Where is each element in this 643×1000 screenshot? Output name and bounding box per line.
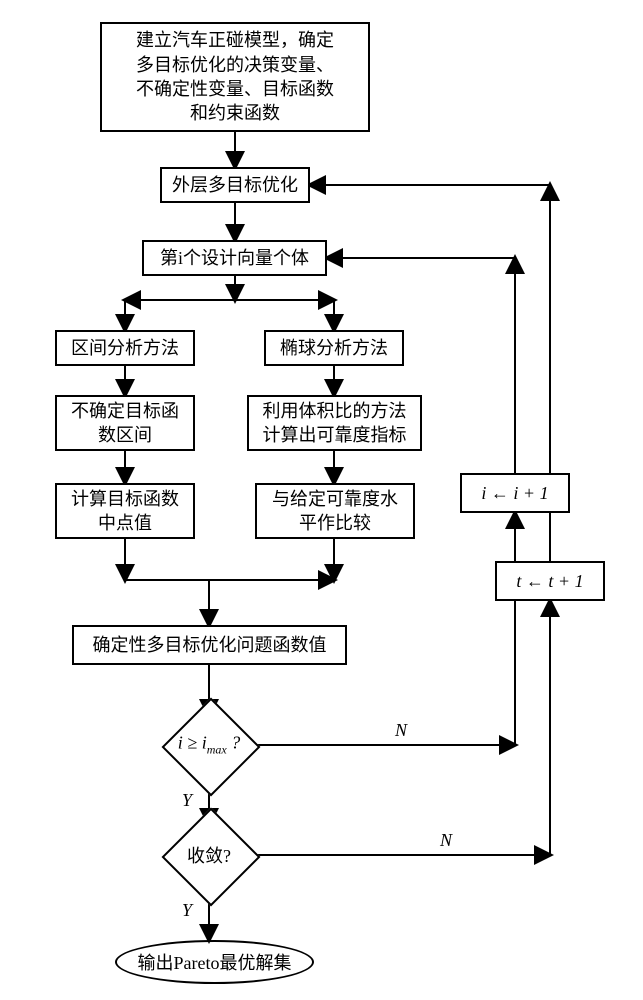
node-text: 第i个设计向量个体: [160, 246, 309, 270]
node-midpoint: 计算目标函数中点值: [55, 483, 195, 539]
node-design-vector: 第i个设计向量个体: [142, 240, 327, 276]
node-text: i ← i + 1: [481, 481, 548, 505]
node-increment-t: t ← t + 1: [495, 561, 605, 601]
decision-label: i ≥ imax ?: [178, 733, 240, 758]
node-text: 椭球分析方法: [280, 336, 388, 360]
node-output-pareto: 输出Pareto最优解集: [115, 940, 314, 984]
label-d2-no: N: [440, 830, 452, 851]
node-establish-model: 建立汽车正碰模型，确定多目标优化的决策变量、不确定性变量、目标函数和约束函数: [100, 22, 370, 132]
node-deterministic: 确定性多目标优化问题函数值: [72, 625, 347, 665]
node-volume-ratio: 利用体积比的方法计算出可靠度指标: [247, 395, 422, 451]
decision-converge: 收敛?: [176, 822, 242, 888]
node-text: 建立汽车正碰模型，确定多目标优化的决策变量、不确定性变量、目标函数和约束函数: [136, 28, 334, 125]
label-d2-yes: Y: [182, 900, 192, 921]
node-text: 区间分析方法: [71, 336, 179, 360]
node-ellipsoid-method: 椭球分析方法: [264, 330, 404, 366]
node-compare-reliability: 与给定可靠度水平作比较: [255, 483, 415, 539]
node-increment-i: i ← i + 1: [460, 473, 570, 513]
node-text: 计算目标函数中点值: [71, 487, 179, 536]
node-text: 输出Pareto最优解集: [138, 949, 292, 975]
decision-label: 收敛?: [187, 842, 231, 868]
node-text: 利用体积比的方法计算出可靠度指标: [263, 399, 407, 448]
node-text: 不确定目标函数区间: [71, 399, 179, 448]
label-d1-no: N: [395, 720, 407, 741]
node-outer-opt: 外层多目标优化: [160, 167, 310, 203]
node-interval-method: 区间分析方法: [55, 330, 195, 366]
decision-i-max: i ≥ imax ?: [176, 712, 242, 778]
node-uncertain-interval: 不确定目标函数区间: [55, 395, 195, 451]
node-text: t ← t + 1: [516, 569, 583, 593]
node-text: 外层多目标优化: [172, 173, 298, 197]
node-text: 与给定可靠度水平作比较: [272, 487, 398, 536]
node-text: 确定性多目标优化问题函数值: [93, 633, 327, 657]
label-d1-yes: Y: [182, 790, 192, 811]
